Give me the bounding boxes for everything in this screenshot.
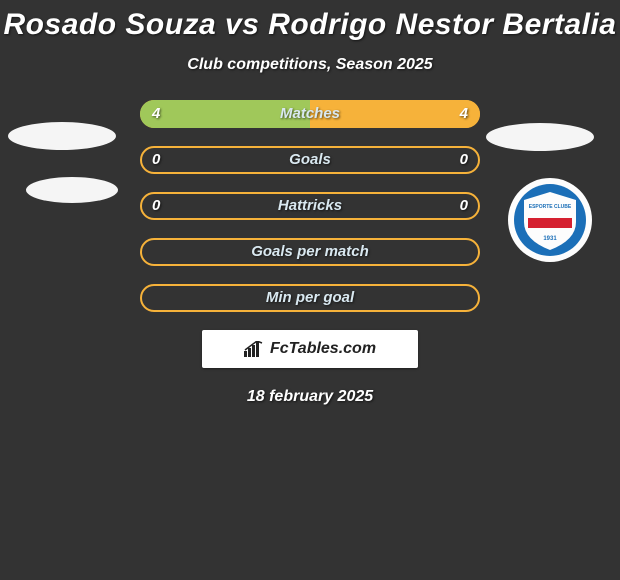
- stat-label: Min per goal: [140, 284, 480, 312]
- stat-label: Hattricks: [140, 192, 480, 220]
- stat-value-left: 0: [152, 192, 160, 220]
- stat-row: Min per goal: [140, 284, 480, 312]
- brand-box[interactable]: FcTables.com: [202, 330, 418, 368]
- date-line: 18 february 2025: [0, 388, 620, 406]
- stat-value-right: 0: [460, 146, 468, 174]
- brand-chart-icon: [244, 341, 264, 357]
- subtitle: Club competitions, Season 2025: [0, 56, 620, 74]
- stat-row: Matches4 4: [140, 100, 480, 128]
- stats-area: Matches44Goals00Hattricks00Goals per mat…: [0, 100, 620, 312]
- stat-label: Goals per match: [140, 238, 480, 266]
- stat-label: Matches: [140, 100, 480, 128]
- page-title: Rosado Souza vs Rodrigo Nestor Bertalia: [0, 0, 620, 42]
- brand-label: FcTables.com: [244, 340, 376, 358]
- brand-text: FcTables.com: [270, 340, 376, 358]
- stat-row: Hattricks0 0: [140, 192, 480, 220]
- stat-row: Goals per match: [140, 238, 480, 266]
- stat-label: Goals: [140, 146, 480, 174]
- stat-value-right: 4: [460, 100, 468, 128]
- stat-value-left: 4: [152, 100, 160, 128]
- stat-row: Goals0 0: [140, 146, 480, 174]
- stat-value-right: 0: [460, 192, 468, 220]
- stat-value-left: 0: [152, 146, 160, 174]
- comparison-card: Rosado Souza vs Rodrigo Nestor Bertalia …: [0, 0, 620, 580]
